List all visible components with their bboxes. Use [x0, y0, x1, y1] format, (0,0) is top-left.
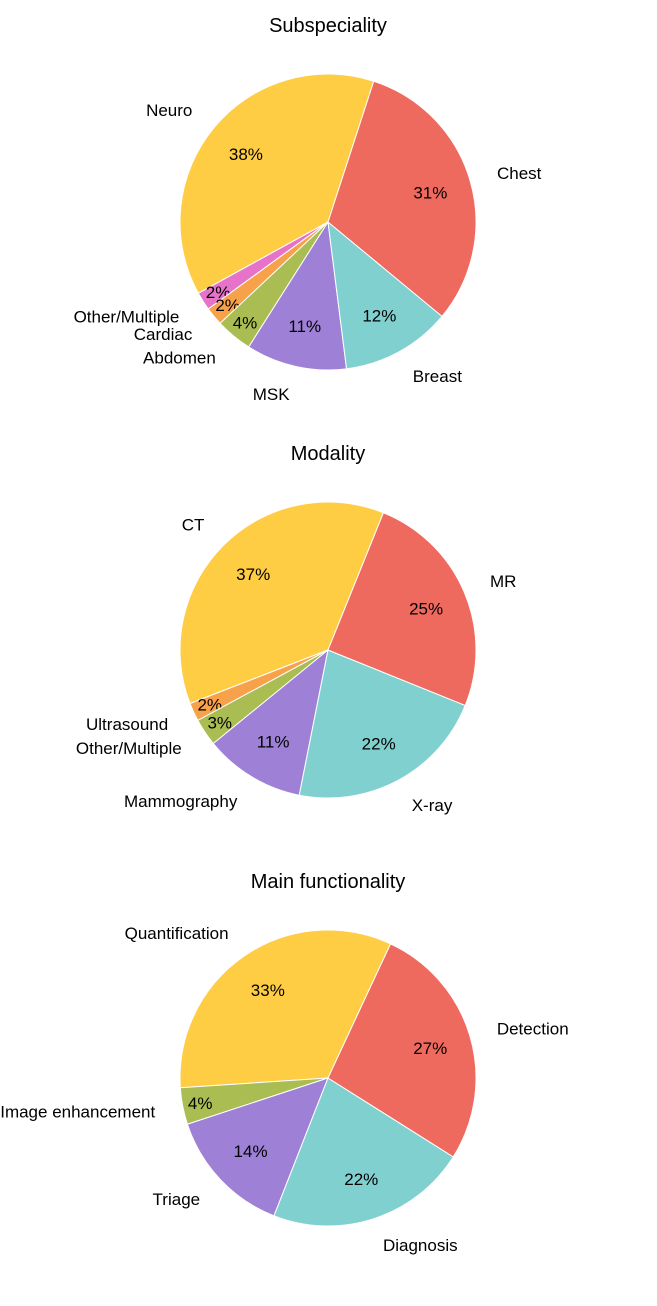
- slice-label: MR: [490, 572, 516, 591]
- pie-functionality: Main functionality 33% Quantification 4% Ima…: [0, 871, 568, 1255]
- slice-label: CT: [182, 516, 205, 535]
- slice-label: Other/Multiple: [76, 739, 182, 758]
- slice-label: X-ray: [412, 796, 453, 815]
- slice-percent: 14%: [234, 1142, 268, 1161]
- slice-label: Chest: [497, 164, 542, 183]
- slice-percent: 12%: [362, 306, 396, 325]
- pie-charts-svg: Subspeciality38%Neuro2%Other/Multiple2%C…: [0, 0, 657, 1306]
- slice-label: Breast: [413, 367, 462, 386]
- slice-label: MSK: [253, 385, 291, 404]
- slice-label: Triage: [153, 1190, 201, 1209]
- slice-percent: 31%: [413, 183, 447, 202]
- slice-label: Other/Multiple: [74, 307, 180, 326]
- slice-percent: 22%: [344, 1170, 378, 1189]
- slice-label: Image enhancement: [0, 1103, 155, 1122]
- slice-percent: 37%: [236, 565, 270, 584]
- slice-percent: 11%: [288, 317, 321, 336]
- slice-percent: 25%: [409, 599, 443, 618]
- slice-percent: 3%: [207, 713, 232, 732]
- slice-percent: 4%: [188, 1094, 213, 1113]
- slice-percent: 4%: [233, 313, 258, 332]
- chart-title: Main functionality: [251, 871, 406, 893]
- slice-label: Abdomen: [143, 349, 216, 368]
- pie-modality: Modality37%CT2%Ultrasound3%Other/Multipl…: [76, 443, 517, 815]
- slice-label: Ultrasound: [86, 715, 168, 734]
- slice-percent: 27%: [413, 1039, 447, 1058]
- slice-label: Diagnosis: [383, 1236, 458, 1255]
- chart-stack: Subspeciality38%Neuro2%Other/Multiple2%C…: [0, 0, 657, 1306]
- slice-percent: 11%: [257, 732, 290, 751]
- slice-percent: 22%: [362, 735, 396, 754]
- slice-percent: 38%: [229, 145, 263, 164]
- slice-label: Quantification: [125, 924, 229, 943]
- slice-label: Detection: [497, 1019, 569, 1038]
- slice-label: Cardiac: [134, 325, 193, 344]
- pie-subspeciality: Subspeciality38%Neuro2%Other/Multiple2%C…: [74, 15, 542, 404]
- slice-label: Neuro: [146, 101, 192, 120]
- chart-title: Modality: [291, 443, 365, 465]
- slice-percent: 33%: [251, 981, 285, 1000]
- chart-title: Subspeciality: [269, 15, 387, 37]
- slice-label: Mammography: [124, 792, 238, 811]
